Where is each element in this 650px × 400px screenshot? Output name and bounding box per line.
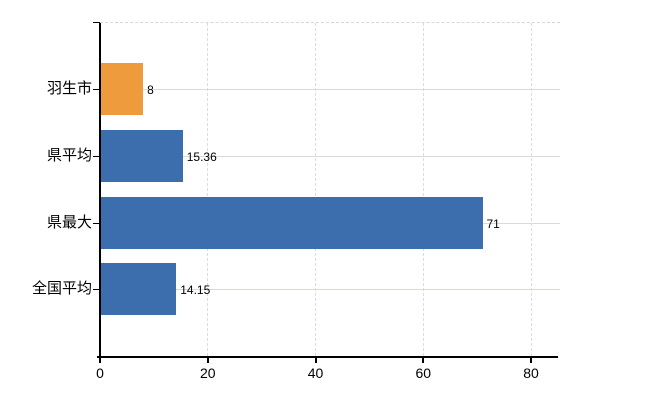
category-label: 全国平均 [31, 280, 92, 297]
x-tick-label: 20 [199, 365, 216, 381]
grid-line-horizontal [100, 155, 560, 157]
bar [100, 196, 483, 249]
bar [100, 63, 144, 115]
y-axis-line [99, 23, 101, 358]
y-axis-top-tick [93, 22, 100, 23]
x-axis-line [97, 356, 558, 358]
grid-line-vertical [315, 23, 316, 356]
x-axis-tick [314, 357, 317, 363]
x-axis-tick [530, 357, 532, 363]
grid-line-vertical [207, 23, 209, 356]
y-axis-tick [93, 222, 100, 224]
grid-line-vertical [422, 23, 424, 356]
bar [100, 129, 183, 182]
grid-line-vertical [530, 23, 532, 356]
y-axis-tick [93, 155, 100, 157]
category-label: 羽生市 [46, 79, 92, 97]
bar-value-label: 8 [147, 83, 154, 97]
x-tick-label: 0 [96, 365, 104, 381]
x-tick-label: 80 [523, 365, 539, 381]
grid-line-horizontal [100, 89, 560, 90]
x-tick-label: 40 [307, 365, 324, 381]
x-axis-tick [99, 357, 101, 363]
x-axis-tick [422, 357, 425, 363]
y-axis-tick [93, 89, 100, 90]
bar-value-label: 14.15 [180, 283, 211, 298]
bar-value-label: 15.36 [186, 149, 217, 164]
x-tick-label: 60 [415, 365, 432, 381]
plot-area: 0 20 40 60 80 8 15.36 71 14.15 [93, 22, 560, 381]
x-axis-tick [206, 357, 209, 363]
category-label: 県平均 [46, 146, 92, 164]
bar [100, 263, 177, 316]
y-axis-tick [93, 289, 100, 291]
grid-line-horizontal [100, 289, 560, 291]
bar-value-label: 71 [486, 216, 500, 231]
category-label: 県最大 [46, 213, 92, 231]
